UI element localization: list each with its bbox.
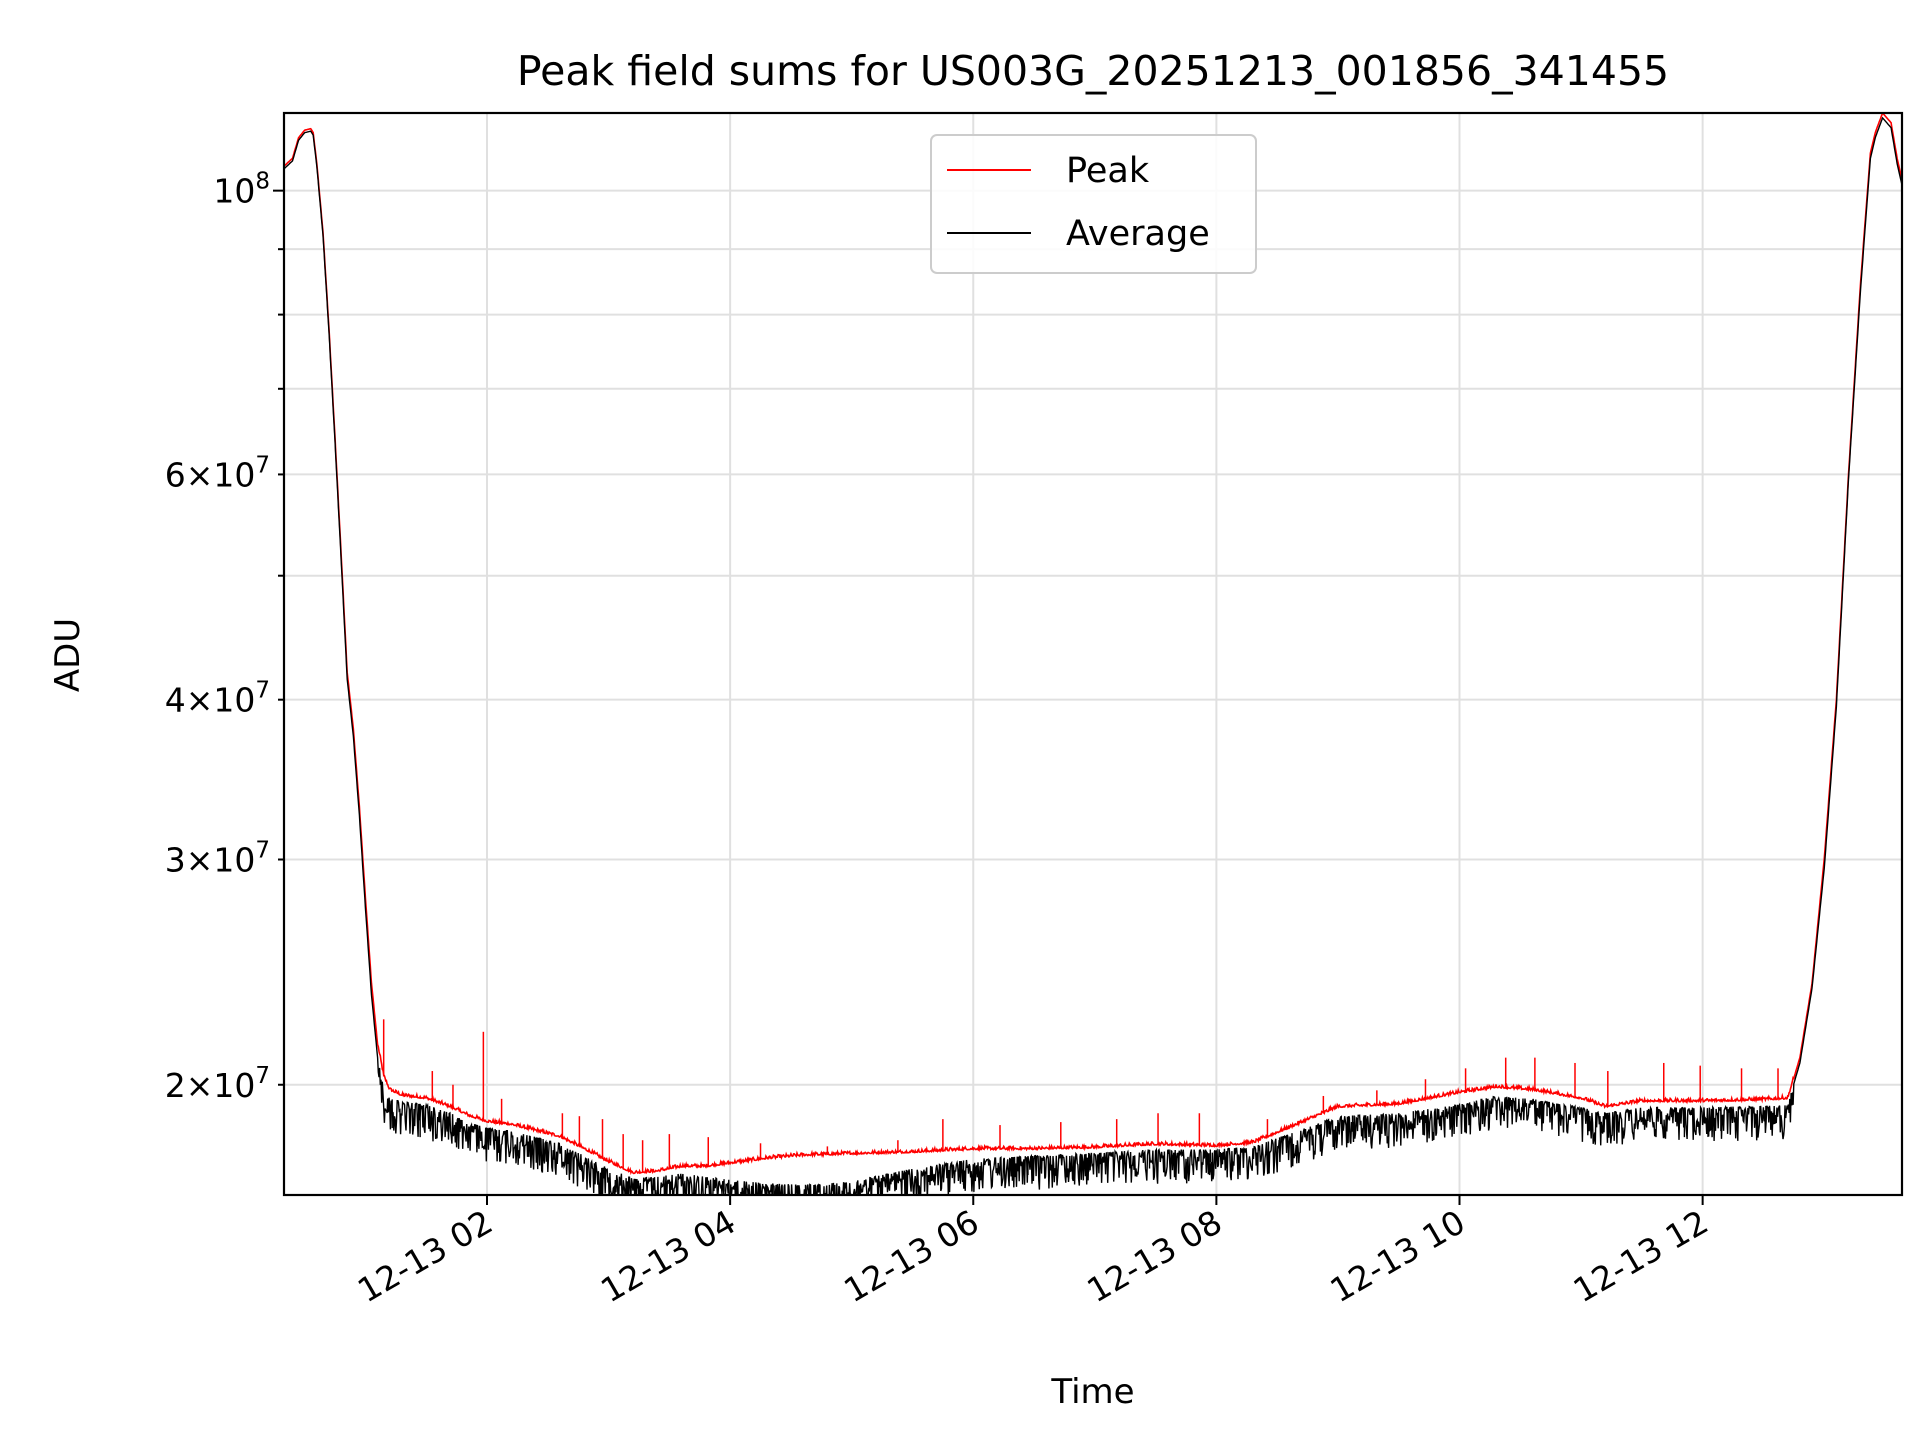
- series-line-peak: [284, 113, 1902, 1176]
- y-tick-mantissa: 6: [165, 455, 186, 494]
- y-tick-exponent: 8: [255, 169, 270, 195]
- y-tick-label: 2×107: [165, 1063, 270, 1105]
- y-axis-title: ADU: [48, 618, 88, 692]
- chart-title: Peak field sums for US003G_20251213_0018…: [517, 47, 1669, 95]
- y-tick-base: 10: [213, 681, 255, 720]
- y-tick-times-sign: ×: [186, 1066, 214, 1105]
- y-tick-mantissa: 4: [165, 681, 186, 720]
- y-tick-exponent: 7: [255, 678, 270, 704]
- series-line-average: [284, 116, 1902, 1195]
- y-tick-label: 3×107: [165, 837, 270, 879]
- y-tick-times-sign: ×: [186, 840, 214, 879]
- y-tick-times-sign: ×: [186, 455, 214, 494]
- y-tick-mantissa: 3: [165, 840, 186, 879]
- legend-label-average: Average: [1066, 214, 1210, 254]
- y-tick-exponent: 7: [255, 837, 270, 863]
- y-tick-label: 6×107: [165, 452, 270, 494]
- y-tick-mantissa: 2: [165, 1066, 186, 1105]
- plot-area-frame: [282, 111, 1904, 1197]
- data-series: [284, 113, 1902, 1195]
- y-tick-times-sign: ×: [186, 681, 214, 720]
- y-tick-label: 4×107: [165, 678, 270, 720]
- x-axis-title: Time: [1050, 1372, 1134, 1412]
- y-tick-label: 108: [213, 169, 270, 211]
- legend: Peak Average: [930, 134, 1257, 274]
- y-tick-base: 10: [213, 840, 255, 879]
- legend-label-peak: Peak: [1066, 151, 1150, 191]
- y-tick-base: 10: [213, 172, 255, 211]
- y-tick-exponent: 7: [255, 452, 270, 478]
- y-tick-base: 10: [213, 455, 255, 494]
- y-tick-exponent: 7: [255, 1063, 270, 1089]
- y-tick-base: 10: [213, 1066, 255, 1105]
